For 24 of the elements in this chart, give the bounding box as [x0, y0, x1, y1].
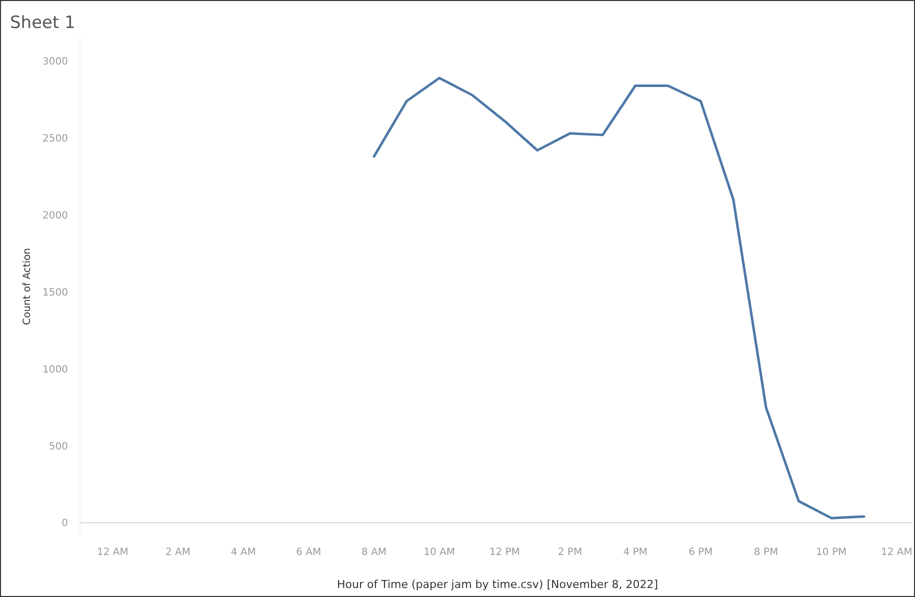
x-tick-label: 4 PM [623, 547, 648, 558]
x-tick-label: 6 PM [688, 547, 713, 558]
y-tick-label: 2500 [42, 134, 68, 145]
y-tick-label: 500 [48, 441, 68, 452]
x-tick-label: 2 AM [165, 547, 191, 558]
x-tick-label: 8 AM [361, 547, 387, 558]
line-series [372, 76, 866, 520]
x-tick-label: 12 AM [96, 547, 128, 558]
x-tick-label: 12 PM [489, 547, 520, 558]
x-tick-label: 8 PM [754, 547, 778, 558]
y-tick-label: 1000 [42, 364, 68, 376]
y-axis-title: Count of Action [22, 248, 33, 326]
x-tick-label: 10 PM [816, 547, 847, 558]
x-tick-label: 4 AM [230, 547, 256, 558]
x-tick-label: 6 AM [296, 547, 322, 558]
y-tick-label: 0 [62, 518, 68, 530]
x-tick-label: 10 AM [424, 547, 456, 558]
x-tick-label: 2 PM [558, 547, 582, 558]
y-tick-label: 3000 [42, 56, 68, 68]
chart-title: Sheet 1 [10, 13, 76, 33]
y-tick-label: 2000 [42, 210, 68, 222]
x-tick-label: 12 AM [880, 547, 912, 558]
x-axis-title: Hour of Time (paper jam by time.csv) [November 8, 2022] [336, 578, 658, 591]
y-tick-label: 1500 [42, 287, 68, 298]
